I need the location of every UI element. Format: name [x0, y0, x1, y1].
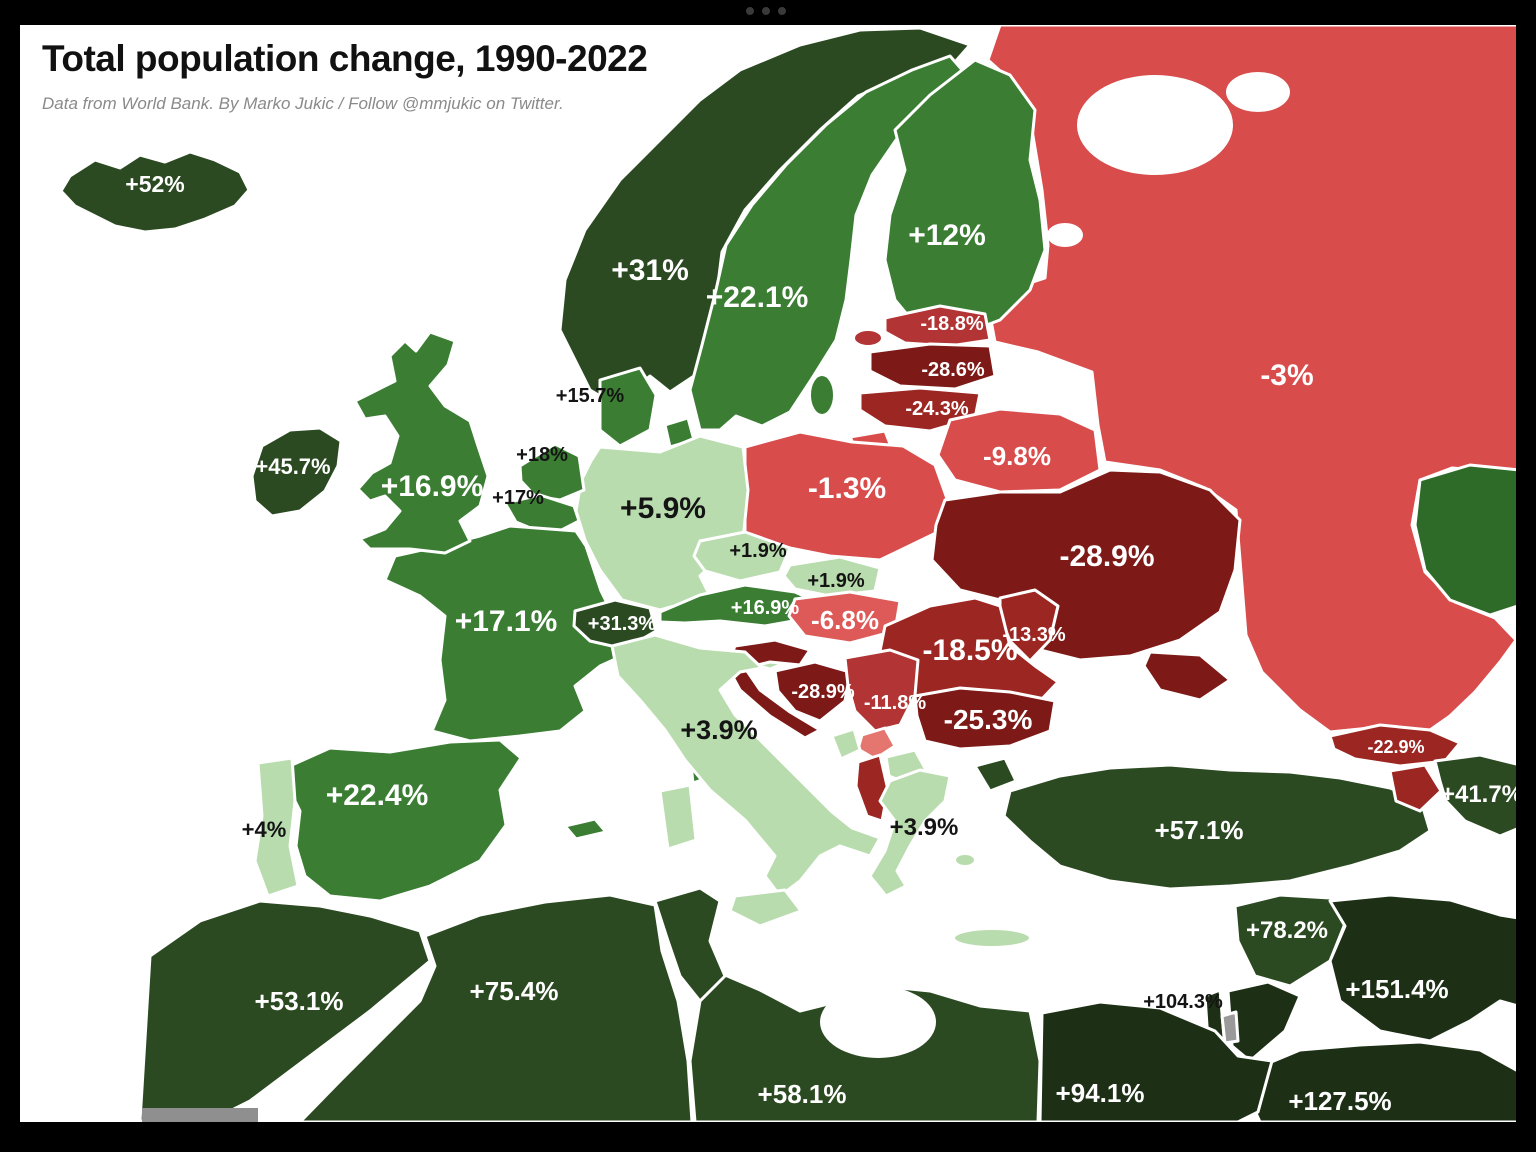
country-kazakhstan[interactable]	[1413, 463, 1536, 617]
country-czechia[interactable]	[692, 530, 792, 583]
country-uk[interactable]	[353, 330, 490, 555]
country-estonia[interactable]	[883, 304, 992, 348]
label-portugal: +4%	[242, 817, 287, 842]
label-sweden: +22.1%	[706, 281, 809, 314]
country-ireland[interactable]	[250, 426, 343, 518]
window-dot	[746, 7, 754, 15]
label-czechia: +1.9%	[729, 540, 786, 562]
country-egypt[interactable]	[1038, 1000, 1274, 1122]
label-germany: +5.9%	[620, 492, 706, 525]
map-subtitle: Data from World Bank. By Marko Jukic / F…	[42, 94, 564, 113]
region-crimea[interactable]	[1142, 650, 1232, 702]
label-russia: -3%	[1260, 359, 1313, 392]
white-sea	[1077, 75, 1233, 175]
label-serbia: -11.8%	[864, 692, 926, 714]
label-israel: +104.3%	[1143, 991, 1223, 1013]
label-italy: +3.9%	[680, 715, 757, 745]
country-belarus[interactable]	[936, 407, 1102, 494]
label-syria: +78.2%	[1246, 917, 1328, 944]
country-denmark[interactable]	[598, 366, 658, 448]
label-greece: +3.9%	[890, 814, 959, 841]
country-italy[interactable]	[610, 633, 882, 898]
label-netherlands: +18%	[516, 444, 568, 466]
island-balearics[interactable]	[563, 817, 608, 841]
country-tunisia[interactable]	[653, 886, 727, 1003]
country-spain[interactable]	[288, 738, 523, 903]
country-serbia[interactable]	[843, 648, 920, 733]
scale-bar	[142, 1108, 258, 1122]
label-denmark: +15.7%	[556, 385, 625, 407]
label-lithuania: -24.3%	[905, 398, 969, 420]
island-crete	[953, 928, 1031, 948]
label-morocco: +53.1%	[255, 986, 344, 1016]
barents-inlet	[1226, 72, 1290, 112]
label-iceland: +52%	[125, 171, 184, 197]
label-bosnia: -28.9%	[791, 681, 855, 703]
region-thrace[interactable]	[973, 756, 1018, 793]
label-belarus: -9.8%	[983, 441, 1051, 471]
label-saudi: +127.5%	[1288, 1086, 1391, 1116]
island-gotland	[809, 374, 835, 416]
label-iraq: +151.4%	[1345, 974, 1448, 1004]
country-bulgaria[interactable]	[913, 686, 1057, 751]
label-switzerland: +31.3%	[588, 613, 657, 635]
label-austria: +16.9%	[731, 597, 800, 619]
label-belgium: +17%	[492, 487, 544, 509]
country-netherlands[interactable]	[518, 442, 586, 502]
label-estonia: -18.8%	[920, 313, 984, 335]
label-romania: -18.5%	[922, 634, 1017, 667]
label-turkey: +57.1%	[1155, 815, 1244, 845]
country-ukraine[interactable]	[930, 468, 1242, 662]
island-sicily[interactable]	[728, 888, 803, 928]
island-aegean	[954, 853, 976, 867]
label-moldova: -13.3%	[1002, 624, 1066, 646]
label-hungary: -6.8%	[811, 605, 879, 635]
label-libya: +58.1%	[758, 1079, 847, 1109]
window-dot	[762, 7, 770, 15]
lake-ladoga	[1047, 223, 1083, 247]
country-armenia[interactable]	[1388, 763, 1443, 813]
country-russia[interactable]	[986, 25, 1536, 734]
country-hungary[interactable]	[787, 590, 902, 645]
label-uk: +16.9%	[381, 470, 484, 503]
country-albania[interactable]	[854, 753, 890, 823]
label-france: +17.1%	[455, 605, 558, 638]
map-title: Total population change, 1990-2022	[42, 38, 648, 79]
country-iceland[interactable]	[59, 150, 251, 234]
country-finland[interactable]	[883, 58, 1047, 337]
country-jordan[interactable]	[1226, 980, 1302, 1063]
country-belgium[interactable]	[503, 493, 581, 538]
label-norway: +31%	[611, 254, 689, 287]
country-bosnia[interactable]	[773, 660, 852, 723]
island-sardinia[interactable]	[658, 783, 698, 851]
region-west-bank[interactable]	[1220, 1010, 1240, 1045]
label-latvia: -28.6%	[921, 359, 985, 381]
country-algeria[interactable]	[298, 893, 694, 1122]
label-slovakia: +1.9%	[807, 570, 864, 592]
gulf-of-sidra	[820, 986, 936, 1058]
label-bulgaria: -25.3%	[944, 704, 1033, 735]
label-poland: -1.3%	[808, 472, 886, 505]
country-iraq[interactable]	[1328, 893, 1536, 1043]
country-portugal[interactable]	[253, 756, 300, 898]
country-greece[interactable]	[868, 768, 952, 898]
window-dot	[778, 7, 786, 15]
country-turkey[interactable]	[1002, 763, 1432, 891]
island-saaremaa	[853, 329, 883, 347]
label-ireland: +45.7%	[255, 454, 330, 479]
label-egypt: +94.1%	[1056, 1078, 1145, 1108]
country-azerbaijan[interactable]	[1433, 753, 1536, 838]
title-block: Total population change, 1990-2022 Data …	[42, 38, 648, 114]
label-algeria: +75.4%	[470, 976, 559, 1006]
label-finland: +12%	[908, 219, 986, 252]
label-azerbaijan: +41.7%	[1441, 781, 1523, 808]
country-latvia[interactable]	[868, 342, 997, 391]
label-georgia: -22.9%	[1367, 737, 1424, 757]
label-spain: +22.4%	[326, 779, 429, 812]
country-montenegro[interactable]	[830, 727, 862, 761]
label-ukraine: -28.9%	[1059, 540, 1154, 573]
